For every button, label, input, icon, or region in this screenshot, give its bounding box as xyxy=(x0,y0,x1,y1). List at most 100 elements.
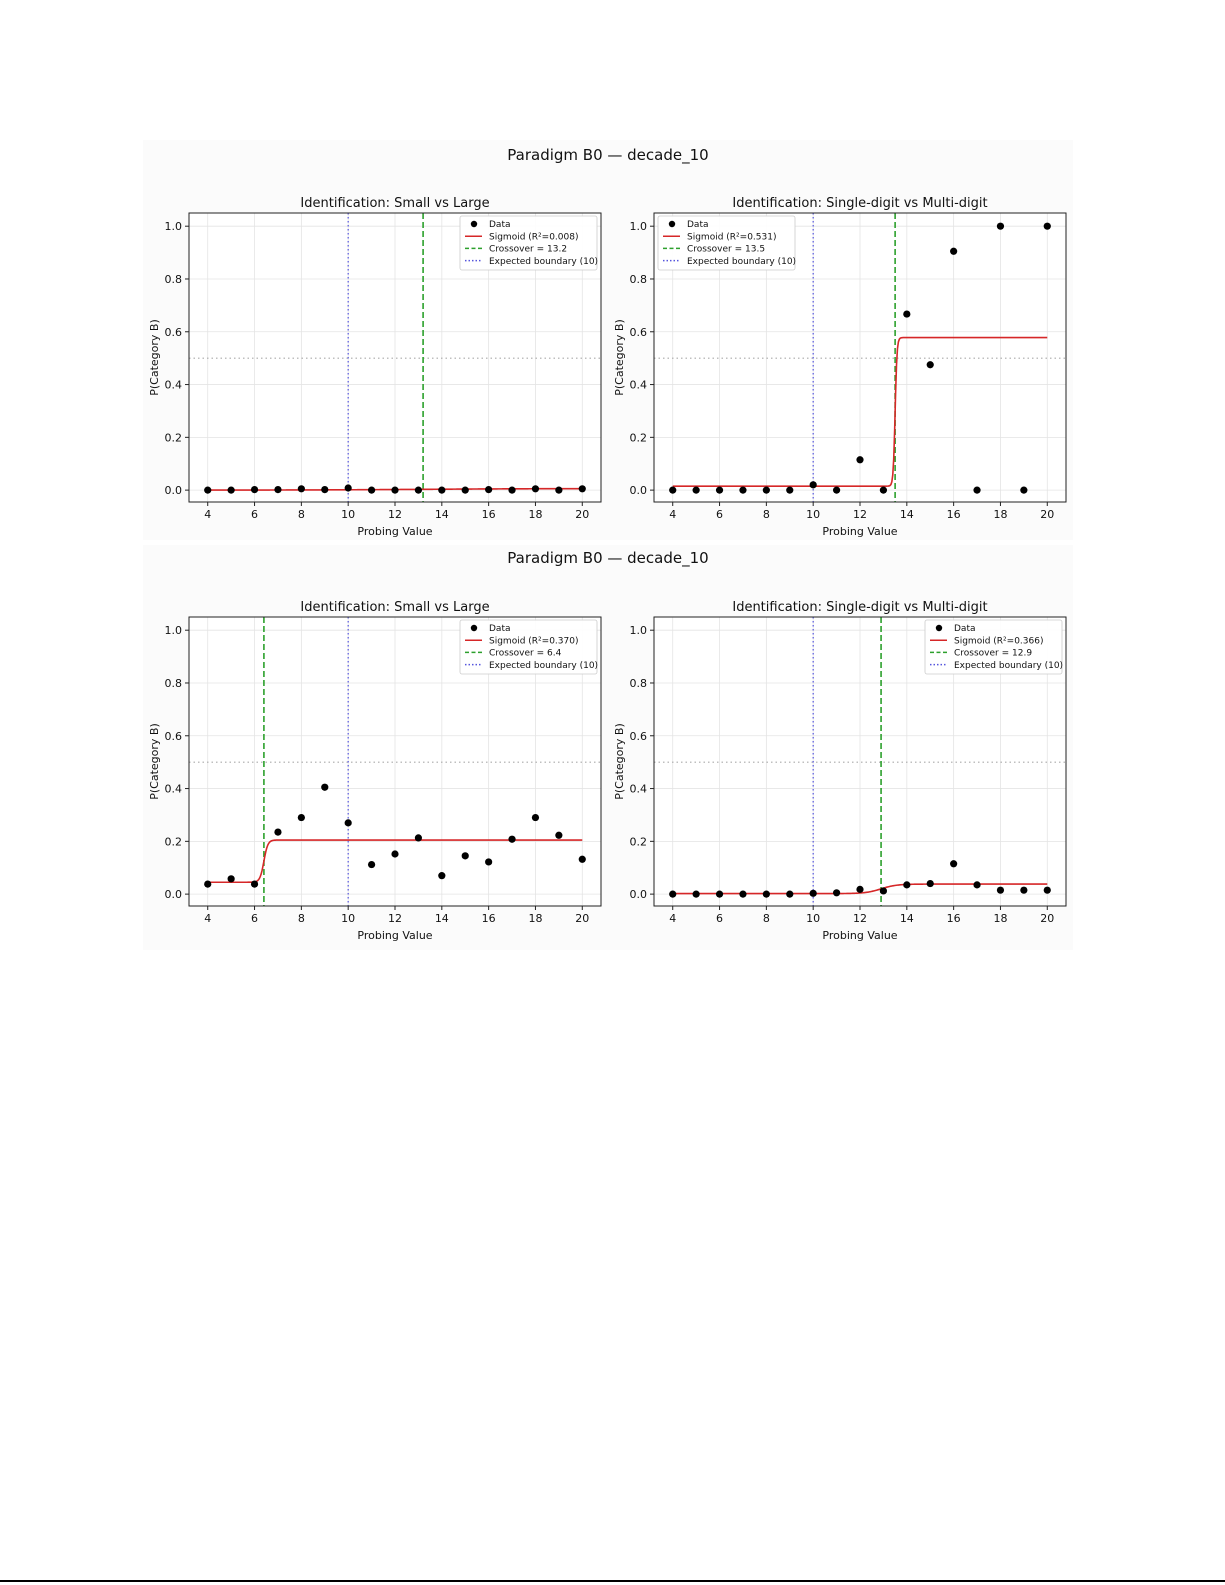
x-tick-label: 8 xyxy=(763,912,770,925)
y-tick-label: 0.8 xyxy=(165,273,183,286)
x-tick-label: 12 xyxy=(853,508,867,521)
data-point xyxy=(555,486,563,494)
x-tick-label: 14 xyxy=(900,508,914,521)
data-point xyxy=(578,855,586,863)
data-point xyxy=(856,885,864,893)
chart-panel-2: 4 6 8 10 12 14 16 18 20 0.0 0.2 0.4 0.6 0.8 1.0 Identif… xyxy=(613,196,1067,538)
legend-label: Sigmoid (R²=0.366) xyxy=(954,636,1043,646)
y-tick-label: 0.2 xyxy=(165,835,183,848)
data-point xyxy=(903,881,911,889)
y-tick-label: 0.2 xyxy=(630,835,648,848)
legend-label: Expected boundary (10) xyxy=(489,257,598,267)
x-tick-label: 4 xyxy=(204,912,211,925)
x-tick-label: 12 xyxy=(388,508,402,521)
y-tick-label: 1.0 xyxy=(630,624,648,637)
data-point xyxy=(996,222,1005,230)
x-tick-label: 10 xyxy=(806,912,820,925)
x-tick-label: 8 xyxy=(298,508,305,521)
legend-label: Crossover = 13.5 xyxy=(687,245,765,255)
data-point xyxy=(344,819,352,827)
x-tick-label: 20 xyxy=(575,912,589,925)
sigmoid-curve xyxy=(672,336,1048,487)
figure-2: Paradigm B0 — decade_10 4 6 8 10 12 14 16 18 20 0… xyxy=(143,545,1073,950)
y-tick-label: 0.2 xyxy=(165,431,183,444)
sigmoid-curve xyxy=(207,839,583,884)
data-point xyxy=(856,456,864,464)
x-tick-label: 6 xyxy=(251,508,258,521)
panel-title: Identification: Single-digit vs Multi-di… xyxy=(732,600,987,615)
x-tick-label: 18 xyxy=(528,912,542,925)
data-point xyxy=(739,890,747,898)
legend-label: Expected boundary (10) xyxy=(687,257,796,267)
data-point xyxy=(227,875,235,883)
y-tick-label: 0.4 xyxy=(165,783,183,796)
data-point xyxy=(1020,886,1028,894)
data-point xyxy=(715,890,724,898)
x-tick-label: 12 xyxy=(853,912,867,925)
y-tick-label: 0.6 xyxy=(165,730,183,743)
data-point xyxy=(809,481,817,489)
legend-label: Sigmoid (R²=0.531) xyxy=(687,232,776,242)
data-point xyxy=(414,834,423,842)
data-point xyxy=(1043,222,1051,230)
legend-label: Data xyxy=(954,624,976,634)
y-tick-label: 0.8 xyxy=(165,677,183,690)
legend-box xyxy=(924,619,1063,675)
data-point xyxy=(321,485,329,494)
x-tick-label: 14 xyxy=(435,508,449,521)
data-point xyxy=(508,835,516,843)
data-point xyxy=(391,850,399,858)
data-point xyxy=(367,860,376,869)
data-point xyxy=(391,486,399,494)
legend-label: Crossover = 6.4 xyxy=(489,649,562,659)
data-point xyxy=(809,889,817,897)
data-point xyxy=(250,485,259,494)
x-tick-label: 18 xyxy=(993,912,1007,925)
x-tick-label: 18 xyxy=(993,508,1007,521)
data-point xyxy=(762,486,770,494)
y-tick-label: 0.0 xyxy=(165,484,183,497)
x-tick-label: 4 xyxy=(204,508,211,521)
x-tick-label: 14 xyxy=(435,912,449,925)
legend-box xyxy=(459,619,598,675)
x-tick-label: 18 xyxy=(528,508,542,521)
x-tick-label: 10 xyxy=(341,912,355,925)
data-point xyxy=(321,783,329,791)
data-point xyxy=(438,872,446,880)
y-tick-label: 0.4 xyxy=(165,379,183,392)
data-point xyxy=(508,486,516,494)
data-point xyxy=(926,879,934,888)
y-tick-label: 1.0 xyxy=(165,220,183,233)
x-tick-label: 16 xyxy=(482,912,496,925)
data-point xyxy=(996,886,1005,894)
data-point xyxy=(832,486,841,494)
data-point xyxy=(344,484,352,492)
data-point xyxy=(414,486,423,494)
data-point xyxy=(692,890,700,898)
y-tick-label: 0.6 xyxy=(165,326,183,339)
legend-label: Crossover = 12.9 xyxy=(954,649,1032,659)
data-point xyxy=(274,828,282,836)
y-axis-label: P(Category B) xyxy=(613,723,626,800)
figure-title: Paradigm B0 — decade_10 xyxy=(507,146,709,164)
data-point xyxy=(903,310,911,318)
y-tick-label: 0.0 xyxy=(630,888,648,901)
data-point xyxy=(832,889,841,897)
x-tick-label: 16 xyxy=(947,508,961,521)
legend-label: Sigmoid (R²=0.008) xyxy=(489,232,578,242)
y-tick-label: 0.4 xyxy=(630,783,648,796)
y-axis-label: P(Category B) xyxy=(148,723,161,800)
data-point xyxy=(1020,486,1028,494)
legend-marker-data xyxy=(668,220,676,228)
y-tick-label: 1.0 xyxy=(165,624,183,637)
data-point xyxy=(438,486,446,494)
x-tick-label: 14 xyxy=(900,912,914,925)
data-point xyxy=(739,486,747,494)
data-point xyxy=(715,486,724,494)
data-point xyxy=(274,485,282,494)
panel-title: Identification: Small vs Large xyxy=(300,196,489,211)
x-tick-label: 6 xyxy=(716,508,723,521)
data-point xyxy=(950,860,958,868)
y-axis-label: P(Category B) xyxy=(613,319,626,396)
x-tick-label: 20 xyxy=(1040,912,1054,925)
